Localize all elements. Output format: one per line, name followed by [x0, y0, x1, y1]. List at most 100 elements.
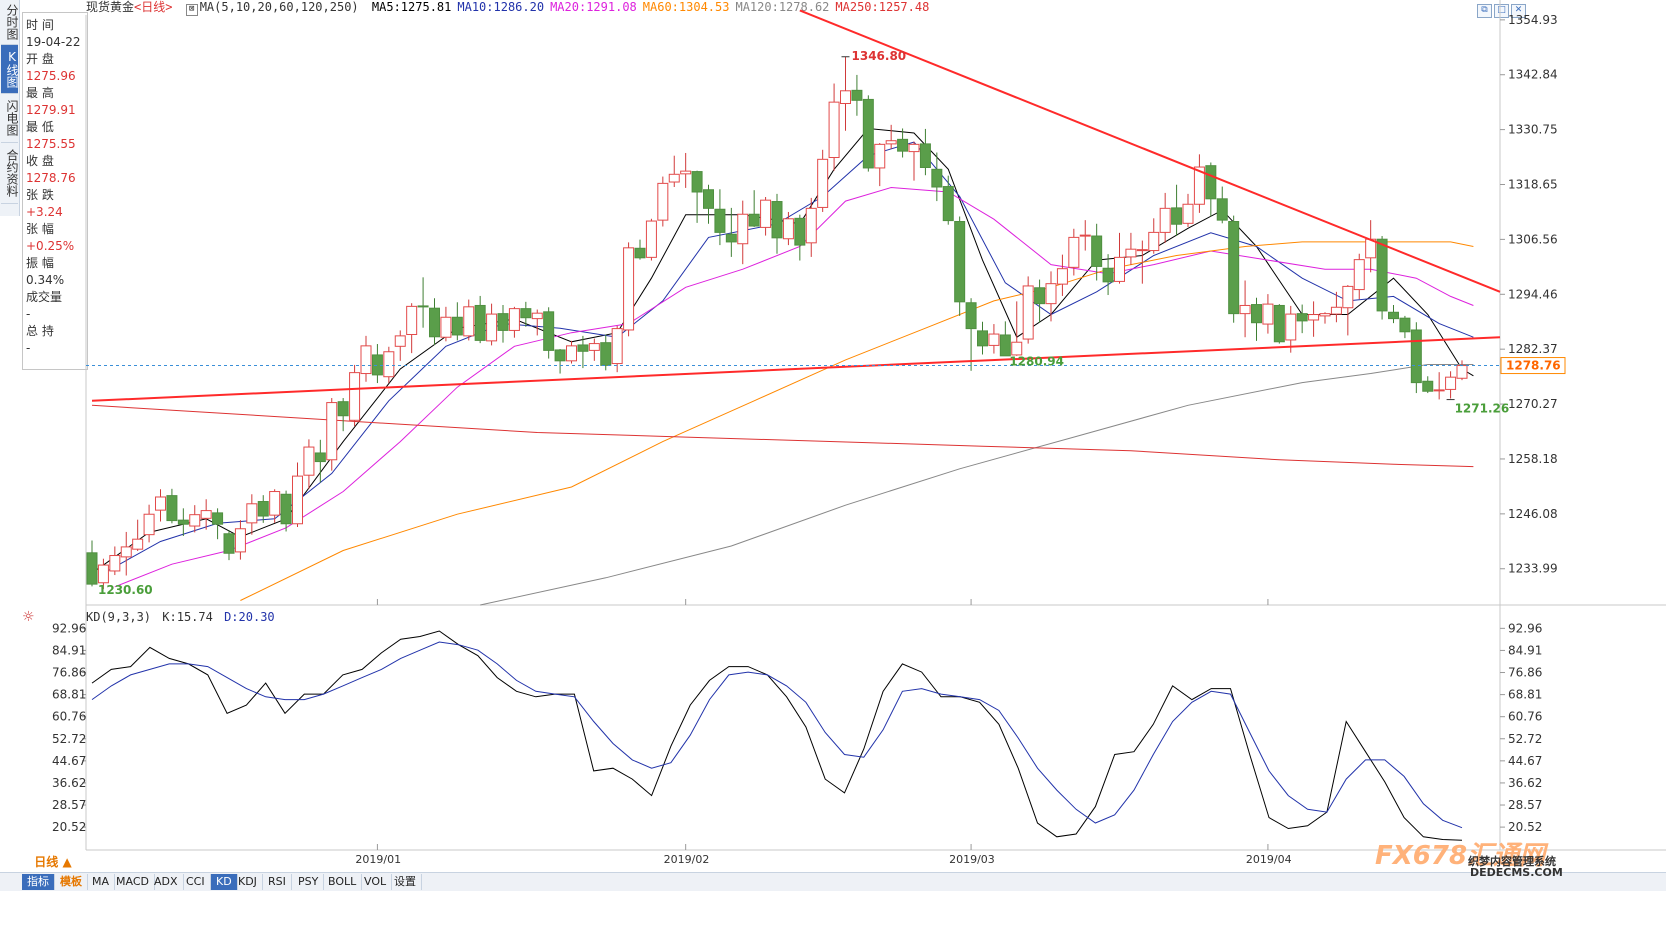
window-buttons: ⧉ □ ✕	[1475, 1, 1526, 18]
candle-body	[771, 201, 783, 239]
period-tag: <日线>	[134, 0, 173, 14]
kd-y-tick-label-right: 60.76	[1508, 710, 1542, 724]
candle-body	[931, 168, 943, 188]
candle-body	[1125, 248, 1137, 258]
candle-body	[1091, 235, 1103, 267]
x-tick-label: 2019/01	[355, 853, 401, 866]
indicator-tab[interactable]: KD	[211, 874, 238, 890]
info-label: 收 盘	[26, 154, 54, 168]
ma-value-label: MA250:1257.48	[835, 0, 930, 14]
tab-timeshare[interactable]: 分时图	[1, 0, 19, 45]
candle-body	[1422, 380, 1434, 392]
candle-body	[1376, 238, 1388, 312]
candle-body	[166, 495, 178, 522]
indicator-tab[interactable]: MACD	[111, 874, 155, 890]
candle-body	[349, 372, 361, 421]
close-icon[interactable]: ✕	[1511, 4, 1526, 18]
indicator-tab[interactable]: CCI	[181, 874, 211, 890]
indicator-tab[interactable]: RSI	[263, 874, 292, 890]
kd-y-tick-label-right: 44.67	[1508, 754, 1542, 768]
candle-body	[1285, 313, 1297, 341]
candle-body	[531, 312, 543, 320]
kd-line-d	[91, 641, 1463, 829]
info-value: +3.24	[26, 205, 63, 219]
x-tick-label: 2019/04	[1246, 853, 1292, 866]
info-value: -	[26, 341, 31, 355]
tab-contract-info[interactable]: 合约资料	[1, 143, 19, 204]
maximize-icon[interactable]: □	[1494, 4, 1509, 18]
y-tick-label: 1318.65	[1508, 178, 1558, 192]
candle-body	[1171, 207, 1183, 225]
candle-body	[508, 308, 520, 331]
indicator-tab[interactable]: PSY	[293, 874, 325, 890]
candle-body	[1228, 221, 1240, 315]
candle-body	[794, 217, 806, 246]
candle-body	[600, 342, 612, 366]
candle-body	[406, 305, 418, 336]
candle-body	[314, 452, 326, 463]
kd-y-tick-label-left: 20.52	[52, 820, 86, 834]
candle-body	[828, 101, 840, 159]
candle-body	[246, 503, 258, 524]
kd-y-tick-label-right: 76.86	[1508, 666, 1542, 680]
candle-body	[623, 247, 635, 331]
ma-line-ma10	[103, 141, 1474, 574]
candle-body	[189, 514, 201, 527]
candle-body	[1056, 268, 1068, 285]
y-tick-label: 1354.93	[1508, 13, 1558, 27]
candle-body	[1205, 165, 1217, 200]
y-tick-label: 1294.46	[1508, 287, 1558, 301]
ma-line-ma120	[480, 364, 1474, 606]
chart-header: 现货黄金<日线> ⊠ MA(5,10,20,60,120,250) MA5:127…	[86, 0, 941, 16]
y-tick-label: 1246.08	[1508, 507, 1558, 521]
instrument-name: 现货黄金	[86, 0, 135, 14]
candle-body	[155, 496, 166, 511]
candle-body	[132, 538, 144, 550]
candle-body	[1353, 259, 1365, 291]
candle-body	[257, 501, 269, 517]
candle-body	[634, 247, 646, 259]
info-label: 张 跌	[26, 188, 54, 202]
indicator-tab[interactable]: MA	[87, 874, 116, 890]
candle-body	[280, 493, 292, 525]
candle-body	[1319, 313, 1331, 317]
kd-y-tick-label-left: 92.96	[52, 621, 86, 635]
candle-body	[645, 220, 657, 258]
candle-body	[1182, 203, 1194, 224]
indicator-tab[interactable]: BOLL	[323, 874, 363, 890]
ma-value-label: MA120:1278.62	[735, 0, 830, 14]
candle-body	[86, 552, 98, 585]
period-button[interactable]: 日线 ▲	[34, 855, 72, 869]
candle-body	[212, 512, 224, 525]
tab-kline[interactable]: K线图	[1, 45, 19, 94]
settings-gear-icon[interactable]: ☼	[22, 609, 35, 625]
indicator-tab[interactable]: 设置	[389, 874, 422, 890]
candle-body	[417, 305, 429, 308]
indicator-tab[interactable]: VOL	[359, 874, 393, 890]
candle-body	[1330, 306, 1342, 315]
ma-value-label: MA20:1291.08	[550, 0, 637, 14]
candle-body	[234, 528, 246, 553]
info-value: 1275.55	[26, 137, 76, 151]
kd-line-k	[91, 630, 1463, 841]
kd-y-tick-label-right: 68.81	[1508, 688, 1542, 702]
info-label: 总 持	[26, 324, 54, 338]
indicator-tab[interactable]: 指标	[22, 874, 55, 890]
collapse-icon[interactable]: ⊠	[185, 4, 198, 16]
indicator-tab[interactable]: 模板	[55, 874, 88, 890]
indicator-tab[interactable]: KDJ	[233, 874, 263, 890]
recent-low-annotation: 1271.26	[1455, 402, 1510, 416]
left-tab-bar: 分时图 K线图 闪电图 合约资料	[0, 0, 20, 216]
indicator-tab[interactable]: ADX	[149, 874, 184, 890]
restore-icon[interactable]: ⧉	[1477, 4, 1492, 18]
tab-flash-chart[interactable]: 闪电图	[1, 94, 19, 143]
ma-line-ma60	[240, 241, 1474, 601]
kd-y-tick-label-right: 92.96	[1508, 621, 1542, 635]
candle-body	[1273, 304, 1285, 343]
trendline	[799, 9, 1501, 293]
candle-body	[1388, 311, 1399, 320]
candle-body	[451, 316, 463, 336]
candle-body	[1216, 198, 1228, 221]
candle-body	[840, 90, 851, 104]
